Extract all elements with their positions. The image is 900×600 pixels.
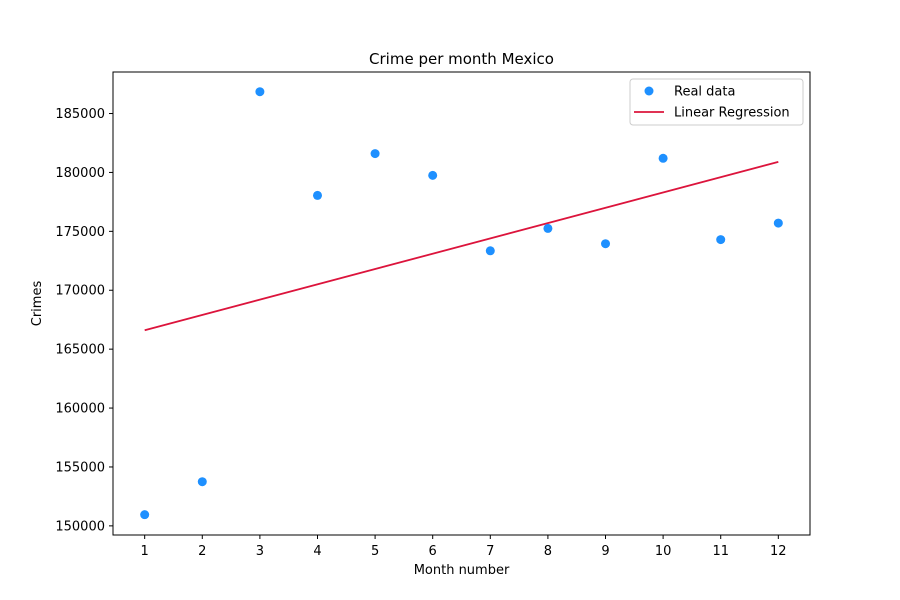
x-tick-label: 8 [544, 544, 552, 559]
data-point [543, 223, 553, 233]
y-tick-label: 165000 [55, 343, 105, 358]
x-tick-label: 10 [655, 544, 672, 559]
x-tick-label: 2 [198, 544, 206, 559]
y-axis-label: Crimes [30, 281, 45, 327]
data-point [658, 153, 668, 163]
data-point [773, 218, 783, 228]
data-point [428, 170, 438, 180]
axes-frame [112, 71, 811, 536]
data-point [485, 246, 495, 256]
x-tick-label: 12 [770, 544, 787, 559]
y-tick-label: 180000 [55, 166, 105, 181]
legend-label-real-data: Real data [674, 85, 735, 100]
data-point [312, 190, 322, 200]
x-tick-label: 5 [371, 544, 379, 559]
x-tick-label: 9 [601, 544, 609, 559]
x-tick-label: 11 [712, 544, 729, 559]
data-point [601, 239, 611, 249]
legend: Real data Linear Regression [629, 78, 804, 126]
chart-title: Crime per month Mexico [369, 50, 554, 68]
legend-box [629, 78, 804, 126]
data-point [716, 235, 726, 245]
y-tick-label: 155000 [55, 460, 105, 475]
y-tick-label: 170000 [55, 284, 105, 299]
x-tick-label: 1 [141, 544, 149, 559]
x-tick-label: 3 [256, 544, 264, 559]
regression-line [144, 160, 779, 332]
y-tick-label: 150000 [55, 519, 105, 534]
x-tick-label: 7 [486, 544, 494, 559]
y-axis-ticks: 150000 155000 160000 165000 170000 175000 1800… [55, 107, 113, 534]
x-tick-label: 6 [429, 544, 437, 559]
y-tick-label: 160000 [55, 402, 105, 417]
legend-marker-real-data [644, 86, 654, 96]
plot-area [140, 87, 783, 520]
data-point [370, 149, 380, 159]
y-tick-label: 175000 [55, 225, 105, 240]
x-axis-label: Month number [414, 563, 510, 578]
data-point [140, 510, 150, 520]
x-tick-label: 4 [313, 544, 321, 559]
data-point [197, 477, 207, 487]
data-point [255, 87, 265, 97]
legend-label-linear-regression: Linear Regression [674, 106, 790, 121]
x-axis-ticks: 1 2 3 4 5 6 7 8 9 10 11 12 [141, 535, 787, 559]
y-tick-label: 185000 [55, 107, 105, 122]
